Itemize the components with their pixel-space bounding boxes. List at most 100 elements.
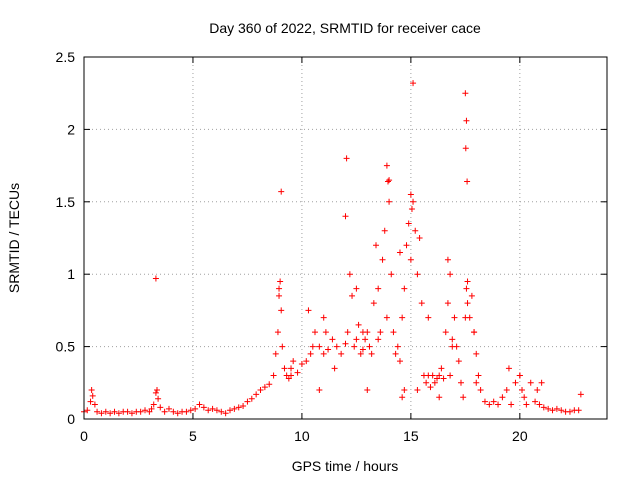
data-point <box>558 407 565 414</box>
x-axis-label: GPS time / hours <box>292 458 399 474</box>
data-point <box>309 343 316 350</box>
data-point <box>405 220 412 227</box>
y-tick-label: 0.5 <box>56 339 76 355</box>
data-point <box>383 162 390 169</box>
data-point <box>447 372 454 379</box>
data-point <box>157 404 164 411</box>
data-point <box>137 408 144 415</box>
data-point <box>364 387 371 394</box>
data-point <box>107 410 114 417</box>
data-point <box>359 329 366 336</box>
data-point <box>457 379 464 386</box>
data-point <box>460 394 467 401</box>
data-point <box>368 350 375 357</box>
data-point <box>187 407 194 414</box>
data-point <box>383 314 390 321</box>
data-point <box>401 285 408 292</box>
data-point <box>390 329 397 336</box>
data-point <box>386 198 393 205</box>
data-point <box>503 387 510 394</box>
data-point <box>346 271 353 278</box>
data-point <box>516 372 523 379</box>
y-tick-label: 0 <box>67 411 75 427</box>
data-point <box>532 398 539 405</box>
data-point <box>481 398 488 405</box>
data-point <box>512 379 519 386</box>
data-point <box>343 155 350 162</box>
data-point <box>577 391 584 398</box>
x-tick-label: 20 <box>512 428 528 444</box>
data-point <box>278 307 285 314</box>
plot-frame <box>83 56 608 420</box>
data-point <box>471 329 478 336</box>
data-point <box>538 379 545 386</box>
data-point <box>205 407 212 414</box>
data-point <box>278 188 285 195</box>
data-point <box>464 278 471 285</box>
data-point <box>463 117 470 124</box>
data-point <box>396 249 403 256</box>
data-point <box>473 350 480 357</box>
data-point <box>451 314 458 321</box>
data-point <box>325 346 332 353</box>
data-point <box>355 321 362 328</box>
data-point <box>401 387 408 394</box>
data-point <box>200 404 207 411</box>
data-point <box>115 410 122 417</box>
data-point <box>274 329 281 336</box>
data-point <box>377 329 384 336</box>
chart-title: Day 360 of 2022, SRMTID for receiver cac… <box>209 20 481 36</box>
data-point <box>272 350 279 357</box>
data-point <box>235 404 242 411</box>
data-point <box>290 358 297 365</box>
data-point <box>91 401 98 408</box>
data-point <box>152 275 159 282</box>
data-point <box>462 145 469 152</box>
data-point <box>425 314 432 321</box>
data-point <box>436 372 443 379</box>
data-point <box>412 227 419 234</box>
data-point <box>357 350 364 357</box>
data-point <box>244 398 251 405</box>
data-point <box>490 398 497 405</box>
data-point <box>410 80 417 87</box>
data-point <box>84 407 91 414</box>
data-point <box>298 360 305 367</box>
data-point <box>183 408 190 415</box>
data-point <box>94 408 101 415</box>
data-point <box>174 410 181 417</box>
data-point <box>407 191 414 198</box>
data-point <box>351 343 358 350</box>
y-tick-label: 1 <box>67 266 75 282</box>
data-point <box>486 401 493 408</box>
axis-ticks: 0 5 10 15 20 0 0.5 1 1.5 2 2.5 <box>56 49 607 444</box>
data-point <box>566 408 573 415</box>
data-point <box>98 410 105 417</box>
data-point <box>362 336 369 343</box>
data-point <box>320 314 327 321</box>
data-point <box>399 394 406 401</box>
data-point <box>322 329 329 336</box>
data-point <box>288 365 295 372</box>
data-point <box>209 405 216 412</box>
data-point <box>316 343 323 350</box>
data-point <box>388 271 395 278</box>
data-point <box>423 379 430 386</box>
data-point <box>408 206 415 213</box>
data-point <box>329 336 336 343</box>
data-point <box>170 408 177 415</box>
data-point <box>87 398 94 405</box>
data-point <box>523 401 530 408</box>
data-point <box>477 387 484 394</box>
data-point <box>161 408 168 415</box>
data-point <box>394 343 401 350</box>
data-point <box>311 329 318 336</box>
data-point <box>396 358 403 365</box>
data-point <box>111 408 118 415</box>
data-point <box>349 292 356 299</box>
data-point <box>455 358 462 365</box>
data-point <box>462 90 469 97</box>
data-point <box>521 394 528 401</box>
data-point <box>427 384 434 391</box>
y-tick-label: 2.5 <box>56 49 76 65</box>
